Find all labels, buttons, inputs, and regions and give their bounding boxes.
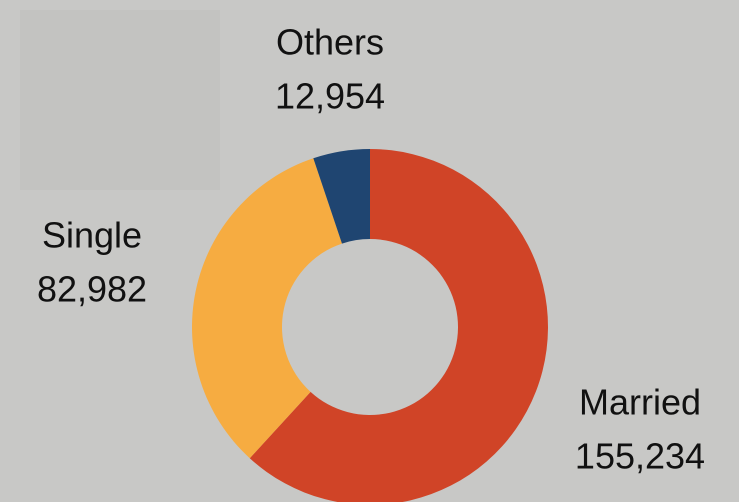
value-label: 155,234 [575, 436, 705, 477]
donut-slice [249, 149, 548, 502]
value-label: 82,982 [37, 269, 147, 310]
slice-label: Others [276, 22, 384, 63]
value-label: 12,954 [275, 76, 385, 117]
slice-label: Married [579, 382, 701, 423]
slice-label: Single [42, 215, 142, 256]
donut-slice [313, 149, 370, 244]
background-texture [20, 10, 220, 190]
donut-slice [191, 158, 342, 459]
